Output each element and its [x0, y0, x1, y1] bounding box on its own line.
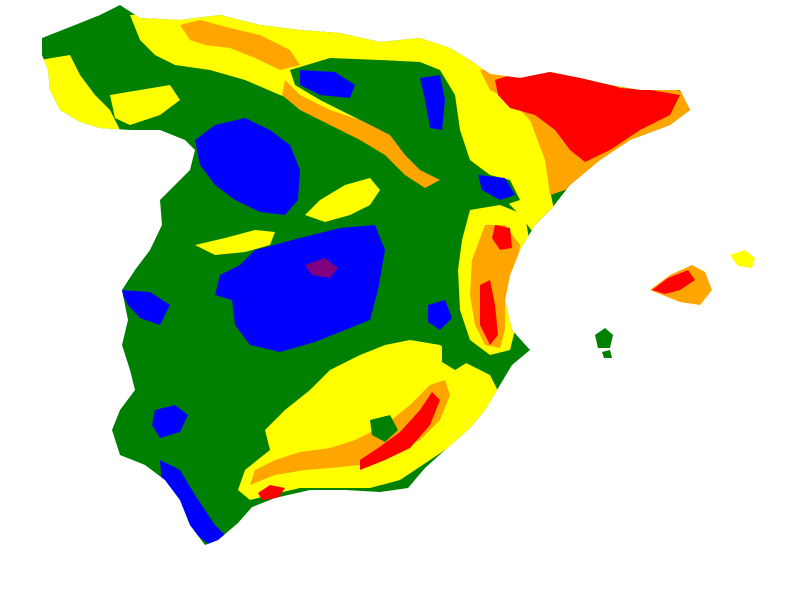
zone-duero-blue: [195, 118, 300, 215]
zone-ne-red: [495, 70, 680, 162]
zone-east-red-2: [480, 280, 498, 345]
zone-south-green-1: [370, 415, 398, 442]
island-menorca: [730, 250, 755, 268]
zone-central-yellow-1: [305, 178, 380, 222]
zone-central-yellow-2: [195, 230, 275, 255]
zone-east-red-1: [492, 225, 512, 250]
zone-south-orange: [250, 380, 450, 485]
island-mallorca-red: [652, 270, 695, 294]
zone-ebro-blue: [478, 175, 515, 200]
zone-west-blue: [120, 290, 170, 325]
island-formentera: [602, 350, 612, 358]
island-ibiza: [595, 328, 613, 348]
zone-galicia-inner: [110, 85, 180, 125]
zone-central-purple: [305, 258, 338, 278]
zone-pyrenees-blue-2: [420, 75, 445, 130]
zone-central-blue: [215, 225, 385, 352]
zone-south-red-1: [360, 392, 440, 470]
zone-north-orange: [180, 20, 300, 70]
zone-south-red-2: [258, 485, 285, 500]
zone-teruel-blue: [428, 300, 452, 330]
zone-sw-blue: [160, 460, 230, 545]
zone-north-orange-2: [282, 80, 440, 188]
balearic-islands: [595, 250, 755, 358]
zone-south-green-2: [442, 345, 468, 370]
zone-pyrenees-blue-1: [300, 70, 355, 98]
zone-andalusia-blue: [152, 405, 188, 438]
